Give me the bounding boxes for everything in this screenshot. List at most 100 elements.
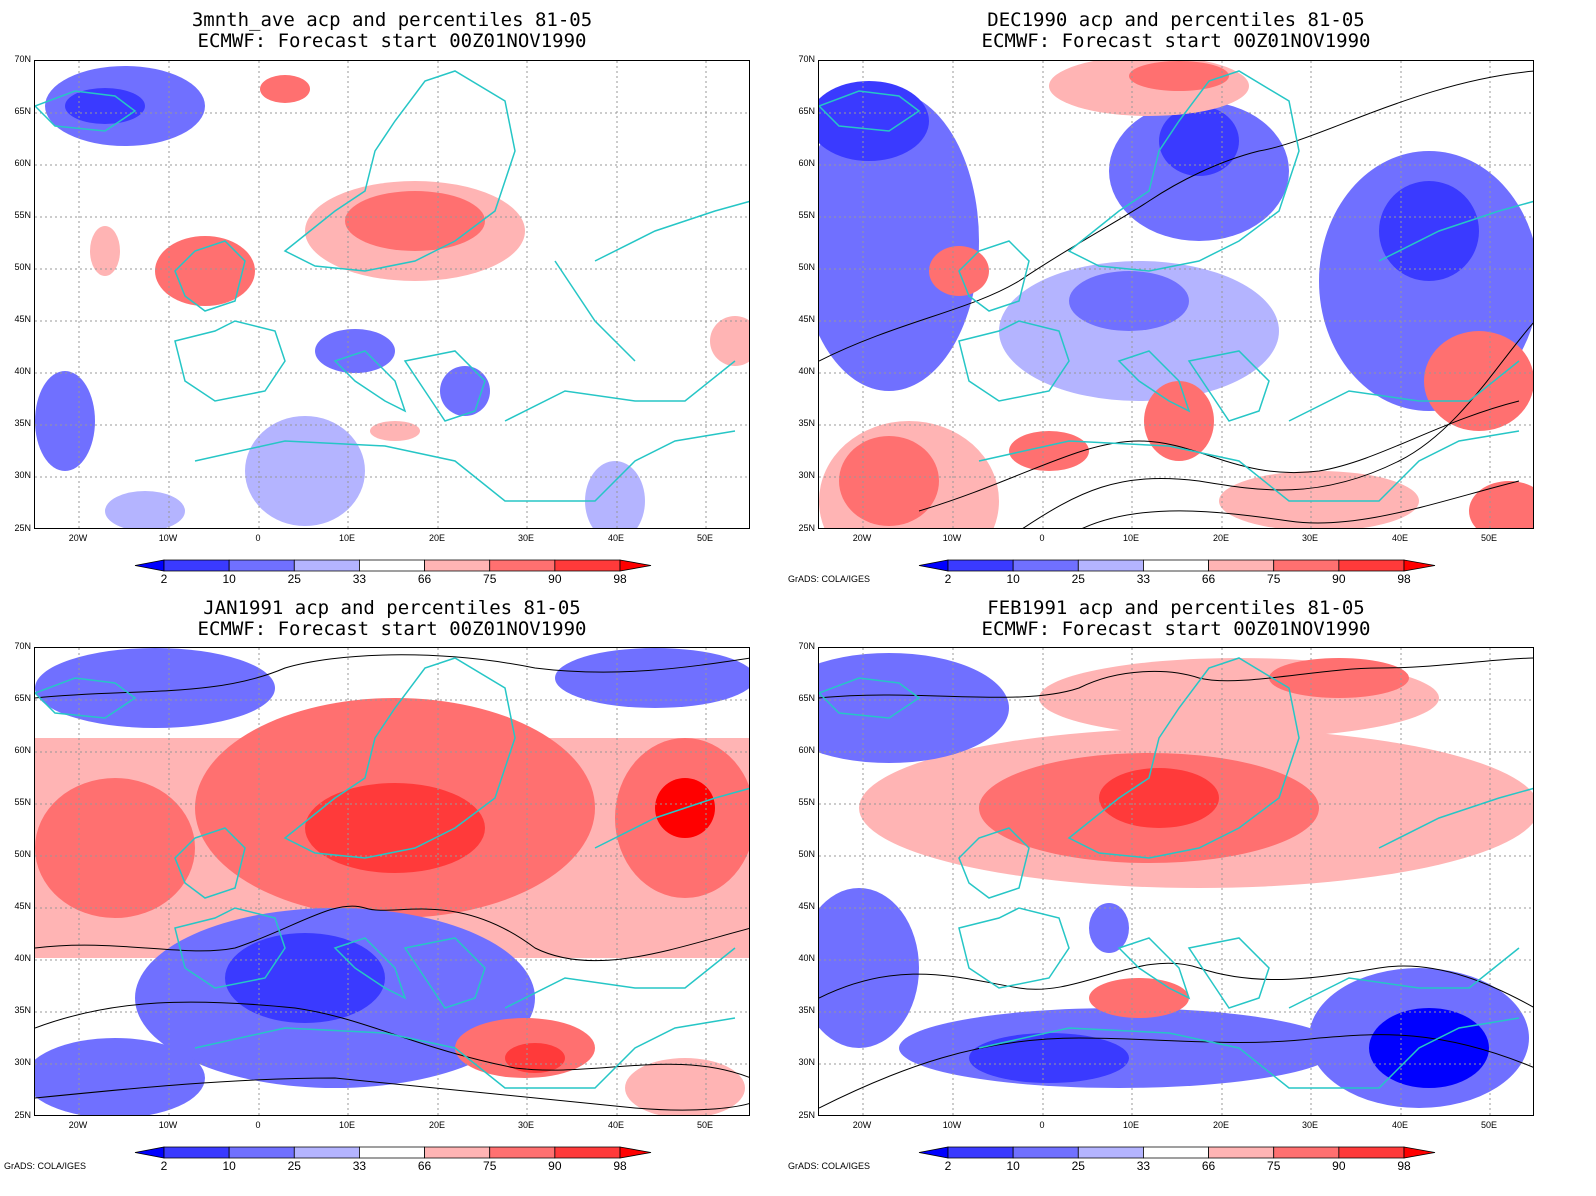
lon-label: 10E [1122,1120,1139,1130]
lon-label: 20E [1212,533,1229,543]
lat-label: 70N [798,54,815,64]
lat-label: 35N [798,418,815,428]
coastlines [819,70,1533,502]
colorbar-swatch [228,559,295,572]
shade-region [35,371,95,471]
colorbar-label: 98 [1397,1159,1411,1173]
colorbar-swatch [1012,1146,1079,1159]
colorbar-label: 98 [613,1159,627,1173]
lat-label: 25N [14,1110,31,1120]
shade-region [1144,381,1214,461]
panel-title-line2: ECMWF: Forecast start 00Z01NOV1990 [981,618,1371,640]
lon-label: 10E [338,1120,355,1130]
colorbar-swatch [293,1146,360,1159]
lon-label: 50E [1480,533,1497,543]
lat-label: 50N [798,262,815,272]
lat-label: 65N [798,106,815,116]
lat-label: 55N [14,210,31,220]
panel-title-line1: FEB1991 acp and percentiles 81-05 [987,597,1365,619]
coastlines [35,70,749,502]
shade-region [1089,903,1129,953]
lon-label: 40E [1391,533,1408,543]
lat-label: 60N [14,158,31,168]
lon-label: 40E [607,1120,624,1130]
lat-label: 30N [14,1057,31,1067]
shade-region [1129,61,1229,91]
shade-region [819,81,929,161]
colorbar-label: 66 [417,572,432,586]
lon-label: 20W [68,533,88,543]
colorbar-label: 75 [1267,1159,1281,1173]
colorbar-swatch [359,1146,425,1159]
map-svg [819,61,1533,528]
contour-lines [819,70,1533,528]
colorbar-label: 75 [483,572,497,586]
lon-label: 10W [942,1120,962,1130]
shade-region [90,226,120,276]
colorbar-label: 2 [944,1159,952,1173]
lon-label: 20W [68,1120,88,1130]
lat-label: 70N [14,54,31,64]
colorbar-swatch [134,559,165,572]
lon-label: 10E [1122,533,1139,543]
colorbar-label: 90 [1332,1159,1346,1173]
colorbar-label: 98 [613,572,627,586]
lat-label: 40N [798,366,815,376]
shade-region [1069,271,1189,331]
lon-label: 0 [255,1120,261,1130]
lat-label: 40N [798,953,815,963]
lon-label: 30E [1301,533,1318,543]
lat-label: 65N [14,693,31,703]
lat-label: 35N [798,1005,815,1015]
shade-region [65,88,145,124]
lon-label: 30E [517,1120,534,1130]
colorbar-swatch [163,1146,230,1159]
colorbar-swatch [1338,1146,1405,1159]
lon-label: 40E [607,533,624,543]
lat-label: 55N [798,210,815,220]
shade-region [1379,181,1479,281]
lon-label: 20E [428,1120,445,1130]
lat-label: 50N [798,849,815,859]
colorbar-swatch [489,1146,556,1159]
lon-label: 30E [1301,1120,1318,1130]
shade-region [839,436,939,526]
colorbar-label: 66 [1201,1159,1216,1173]
colorbar-label: 10 [1006,572,1020,586]
colorbar-label: 2 [160,572,168,586]
colorbar-swatch [163,559,230,572]
lat-label: 65N [14,106,31,116]
panel-title-line2: ECMWF: Forecast start 00Z01NOV1990 [981,30,1371,52]
colorbar-label: 33 [352,1159,367,1173]
lon-label: 0 [255,533,261,543]
lat-label: 40N [14,953,31,963]
shade-region [370,421,420,441]
shade-region [35,648,275,728]
colorbar-label: 90 [548,572,562,586]
graticule [819,61,1533,528]
colorbar-swatch [293,559,360,572]
colorbar-label: 75 [483,1159,497,1173]
coastlines [819,657,1533,1089]
lon-label: 20W [852,533,872,543]
colorbar [134,1146,652,1159]
shade-region [819,653,1009,763]
shade-region [625,1058,745,1115]
lat-label: 70N [14,641,31,651]
lat-label: 45N [14,901,31,911]
map-svg [35,648,749,1115]
shade-region [555,648,749,708]
shade-region [1099,768,1219,828]
map-plot [818,647,1534,1116]
colorbar-label: 33 [1136,1159,1151,1173]
panel-title-line1: 3mnth_ave acp and percentiles 81-05 [191,9,593,31]
colorbar-swatch [1077,559,1144,572]
shade-region [35,778,195,918]
colorbar-swatch [619,559,652,572]
colorbar-swatch [228,1146,295,1159]
colorbar-swatch [424,1146,491,1159]
shade-region [1159,106,1239,176]
colorbar-swatch [619,1146,652,1159]
graticule [35,648,749,1115]
lat-label: 60N [798,158,815,168]
